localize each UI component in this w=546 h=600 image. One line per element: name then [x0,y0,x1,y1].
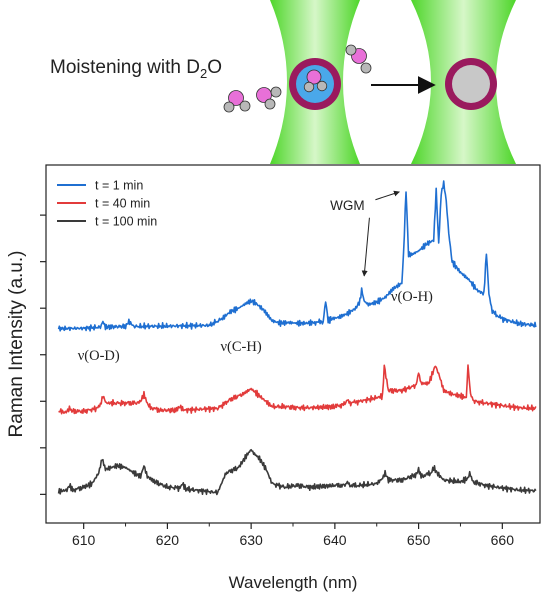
peak-annotation: ν(O-D) [78,348,120,364]
x-tick-label: 620 [156,532,180,548]
caption-subscript: 2 [200,66,207,81]
d2o-molecule [345,44,372,74]
legend-label: t = 40 min [95,197,150,211]
x-tick-label: 640 [323,532,347,548]
series-layer [57,180,537,496]
peak-annotation: WGM [330,198,365,213]
x-tick-label: 610 [72,532,96,548]
x-tick-label: 630 [239,532,263,548]
annotation-arrow [375,190,400,201]
series-line [57,180,537,332]
caption-end: O [207,57,222,78]
schematic-caption: Moistening with D2O [50,57,222,81]
x-tick-label: 650 [407,532,431,548]
series-line [58,364,537,415]
y-axis-label: Raman Intensity (a.u.) [6,251,27,438]
x-tick-label: 660 [491,532,515,548]
annotation-arrow [361,217,370,277]
annotations: WGM ν(O-D) ν(C-H) ν(O-H) [78,190,433,364]
d2o-molecule [223,90,251,113]
d2o-molecule [303,69,328,93]
legend-label: t = 1 min [95,179,143,193]
legend: t = 1 min t = 40 min t = 100 min [57,179,157,229]
series-line [57,448,537,496]
legend-label: t = 100 min [95,215,157,229]
d2o-molecule [256,86,282,110]
peak-annotation: ν(C-H) [220,339,261,355]
caption-main: Moistening with D [50,57,200,78]
x-axis: 610 620 630 640 650 660 [72,523,514,548]
x-axis-label: Wavelength (nm) [229,573,358,592]
peak-annotation: ν(O-H) [391,289,433,305]
schematic: Moistening with D2O [50,0,516,164]
d2o-molecules [223,44,372,113]
droplet-core-dry [452,65,490,103]
y-axis [40,214,46,495]
